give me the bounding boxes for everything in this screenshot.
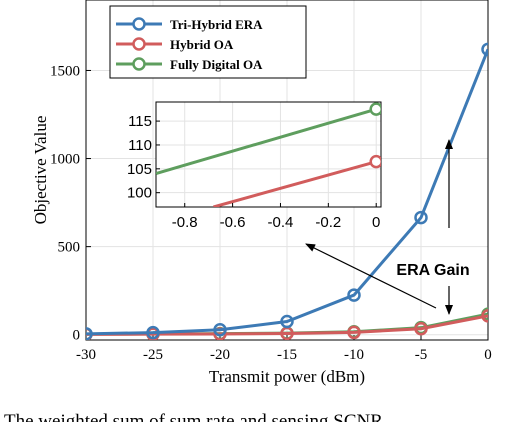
inset-frame (155, 101, 382, 208)
y-tick-label: 0 (73, 328, 81, 344)
legend-items: Tri-Hybrid ERA Hybrid OA Fully Digital OA (116, 17, 263, 72)
x-tick-label: -25 (143, 347, 163, 363)
series-line (86, 48, 488, 336)
inset-x-tick-label: 0 (372, 214, 380, 231)
legend-label: Tri-Hybrid ERA (170, 17, 263, 32)
y-tick-label: 500 (58, 240, 81, 256)
figure-caption: The weighted sum of sum rate and sensing… (4, 411, 383, 422)
y-tick-label: 1500 (50, 63, 80, 79)
inset-series (156, 102, 381, 207)
series-point (481, 42, 488, 57)
era-gain-annotation: ERA Gain (305, 139, 470, 315)
legend-marker (132, 17, 146, 31)
y-tick-label: 1000 (50, 152, 80, 168)
inset-series-line (213, 160, 377, 207)
inset-y-tick-label: 110 (128, 137, 152, 154)
y-axis-title: Objective Value (31, 116, 50, 225)
legend-marker (132, 37, 146, 51)
x-tick-label: 0 (484, 347, 492, 363)
era-gain-label: ERA Gain (396, 262, 469, 279)
main-series (86, 42, 488, 340)
series-point (146, 325, 160, 340)
x-axis-title: Transmit power (dBm) (209, 367, 365, 386)
x-tick-label: -10 (344, 347, 364, 363)
inset-series-point (369, 102, 381, 116)
x-tick-label: -5 (415, 347, 428, 363)
series-line (86, 314, 488, 336)
series-point (347, 325, 361, 340)
series-point (347, 288, 361, 302)
inset-y-tick-label: 115 (128, 113, 152, 130)
legend: Tri-Hybrid ERA Hybrid OA Fully Digital OA (109, 5, 307, 79)
legend-label: Hybrid OA (170, 37, 234, 52)
series-point (280, 314, 294, 329)
inset-x-tick-label: -0.6 (220, 214, 246, 231)
series-point (86, 327, 93, 340)
x-tick-label: -20 (210, 347, 230, 363)
series-point (481, 309, 488, 323)
inset-series-line (156, 107, 377, 176)
inset-axis-ticks: -0.8 -0.6 -0.4 -0.2 0 100 105 110 115 (127, 113, 380, 231)
legend-marker (132, 57, 146, 71)
inset-x-tick-label: -0.2 (315, 214, 341, 231)
series-point (213, 323, 227, 337)
x-tick-label: -30 (76, 347, 96, 363)
inset-y-tick-label: 105 (127, 161, 152, 178)
series-point (280, 326, 294, 340)
inset-y-tick-label: 100 (127, 185, 152, 202)
series-point (414, 210, 428, 225)
zoom-arrow (305, 243, 437, 309)
x-tick-label: -15 (277, 347, 297, 363)
inset-x-tick-label: -0.4 (268, 214, 294, 231)
legend-label: Fully Digital OA (170, 57, 263, 72)
series-point (414, 321, 428, 336)
inset-series-point (369, 154, 381, 169)
inset-chart: -0.8 -0.6 -0.4 -0.2 0 100 105 110 115 (127, 101, 382, 231)
inset-x-tick-label: -0.8 (172, 214, 198, 231)
